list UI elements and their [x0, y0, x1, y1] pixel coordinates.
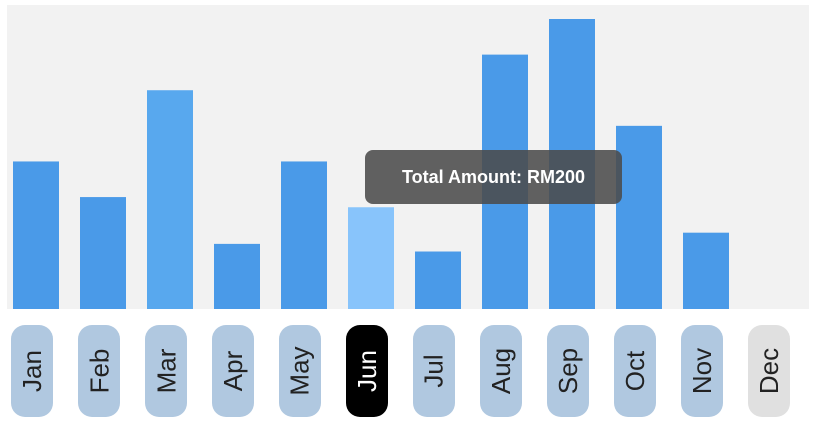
month-label: Sep — [553, 347, 584, 395]
bar-feb[interactable] — [80, 197, 126, 309]
month-pill-aug[interactable]: Aug — [480, 325, 522, 417]
bar-mar[interactable] — [147, 90, 193, 309]
bar-oct[interactable] — [616, 125, 662, 309]
month-label: Jul — [419, 354, 449, 388]
month-pill-jan[interactable]: Jan — [11, 325, 53, 417]
month-label: Mar — [151, 348, 181, 394]
tooltip: Total Amount: RM200 — [365, 150, 622, 204]
bar-may[interactable] — [281, 161, 327, 309]
bar-apr[interactable] — [214, 243, 260, 309]
month-pill-jul[interactable]: Jul — [413, 325, 455, 417]
month-label: Jan — [16, 350, 47, 392]
month-pill-jun[interactable]: Jun — [346, 325, 388, 417]
month-label: Apr — [218, 350, 248, 392]
month-label: Nov — [687, 347, 717, 395]
month-pill-dec: Dec — [748, 325, 790, 417]
month-pill-oct[interactable]: Oct — [614, 325, 656, 417]
tooltip-text: Total Amount: RM200 — [402, 166, 585, 187]
month-label: Oct — [619, 350, 650, 392]
bar-jan[interactable] — [13, 161, 59, 309]
month-pill-mar[interactable]: Mar — [145, 325, 187, 417]
month-pill-feb[interactable]: Feb — [78, 325, 120, 417]
month-label: Dec — [754, 347, 784, 395]
month-pill-apr[interactable]: Apr — [212, 325, 254, 417]
month-label: Jun — [351, 350, 382, 392]
month-label: Feb — [84, 348, 114, 394]
month-pill-nov[interactable]: Nov — [681, 325, 723, 417]
month-label: May — [285, 346, 315, 396]
month-pill-sep[interactable]: Sep — [547, 325, 589, 417]
month-pill-may[interactable]: May — [279, 325, 321, 417]
bar-jun[interactable] — [348, 207, 394, 309]
bar-nov[interactable] — [683, 232, 729, 309]
month-label: Aug — [486, 347, 517, 395]
bar-jul[interactable] — [415, 251, 461, 309]
